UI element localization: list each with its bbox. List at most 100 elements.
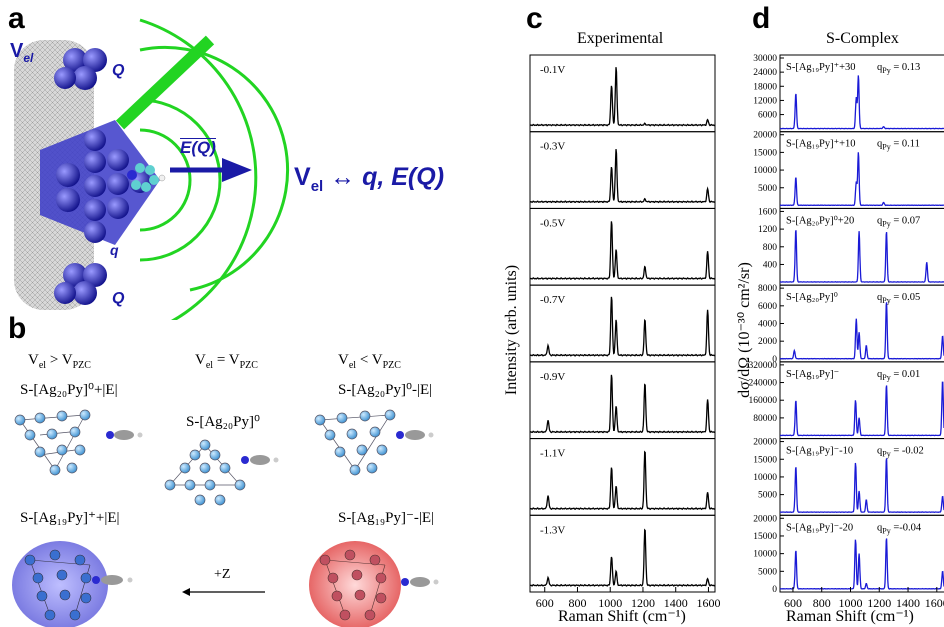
complex-spectrum-line <box>780 538 944 590</box>
complex-ytick-label: 320000 <box>749 361 778 371</box>
complex-charge-label: qPy = 0.05 <box>877 292 920 305</box>
complex-ytick-label: 12000 <box>753 96 777 106</box>
complex-ytick-label: 1200 <box>758 225 777 235</box>
complex-spectrum-line <box>780 302 944 360</box>
complex-ytick-label: 15000 <box>753 532 777 542</box>
experimental-chart: -0.1V -0.3V -0.5V -0.7V -0.9V -1.1V -1.3V 600 80… <box>529 54 720 610</box>
complex-spectrum-line <box>780 458 944 513</box>
pyridine-bl <box>92 575 133 585</box>
arrow-label: +Z <box>214 567 231 582</box>
exp-title: Experimental <box>577 30 664 47</box>
complex-ytick-label: 6000 <box>758 111 777 121</box>
complex-series-label: S-[Ag₁₉Py]⁻-10 <box>786 446 853 457</box>
exp-xtick-label: 1000 <box>598 596 622 610</box>
complex-series-label: S-[Ag₁₉Py]⁻-20 <box>786 522 853 533</box>
complex-xtick-label: 1000 <box>838 596 862 610</box>
label-mid: S-[Ag₂₀Py]⁰ <box>186 414 260 430</box>
pyridine-mid <box>241 455 279 465</box>
label-top-right: S-[Ag₂₀Py]⁰-|E| <box>338 382 433 398</box>
complex-ytick-label: 20000 <box>753 514 777 524</box>
wave-arcs <box>139 18 290 337</box>
label-bottom-right: S-[Ag₁₉Py]⁻-|E| <box>338 510 435 526</box>
exp-series-label: -1.3V <box>540 524 565 536</box>
exp-spectrum-line <box>530 528 716 587</box>
complex-charge-label: qPy = 0.01 <box>877 369 920 382</box>
complex-ytick-label: 5000 <box>758 567 777 577</box>
cluster-ag19-plus <box>12 541 108 627</box>
col2-header: Vel = VPZC <box>195 352 258 371</box>
complex-xlabel: Raman Shift (cm⁻¹) <box>786 608 914 625</box>
exp-series-label: -0.5V <box>540 217 565 229</box>
complex-ytick-label: 8000 <box>758 284 777 294</box>
complex-ytick-label: 24000 <box>753 68 777 78</box>
efield-arrow <box>170 158 252 182</box>
q-bottom-label: Q <box>112 290 125 307</box>
exp-series-label: -0.3V <box>540 141 565 153</box>
complex-ytick-label: 1600 <box>758 207 777 217</box>
pyridine-br <box>401 577 439 587</box>
pyridine-tl <box>106 430 143 440</box>
complex-ytick-label: 15000 <box>753 148 777 158</box>
complex-ytick-label: 6000 <box>758 302 777 312</box>
complex-ytick-label: 80000 <box>753 414 777 424</box>
complex-xtick-label: 1400 <box>896 596 920 610</box>
complex-ytick-label: 20000 <box>753 438 777 448</box>
pyridine-tr <box>396 430 434 440</box>
complex-ytick-label: 30000 <box>753 54 777 64</box>
complex-spectrum-line <box>780 75 944 130</box>
cluster-ag20-minus <box>314 409 396 476</box>
col3-header: Vel < VPZC <box>338 352 401 371</box>
complex-ytick-label: 20000 <box>753 131 777 141</box>
complex-xtick-label: 600 <box>784 596 802 610</box>
label-bottom-left: S-[Ag₁₉Py]⁺+|E| <box>20 510 120 526</box>
relation-label: Vel ↔ q, E(Q) <box>294 163 445 195</box>
cluster-q-bottom <box>54 263 107 305</box>
exp-xtick-label: 1400 <box>664 596 688 610</box>
complex-title: S-Complex <box>826 30 899 47</box>
complex-ytick-label: 10000 <box>753 473 777 483</box>
cluster-ag20-neutral <box>164 439 246 506</box>
exp-xtick-label: 600 <box>536 596 554 610</box>
vel-label: Vel <box>10 40 34 65</box>
complex-ytick-label: 5000 <box>758 184 777 194</box>
panel-a-illustration <box>14 18 290 337</box>
exp-spectrum-line <box>530 296 716 357</box>
complex-ytick-label: 5000 <box>758 491 777 501</box>
q-small-label: q <box>110 242 119 258</box>
complex-ytick-label: 240000 <box>749 379 778 389</box>
exp-spectrum-line <box>530 221 716 280</box>
panel-b: Vel > VPZC Vel = VPZC Vel < VPZC S-[Ag₂₀… <box>0 320 500 627</box>
exp-panel-frame <box>529 514 716 593</box>
exp-spectrum-line <box>530 450 716 511</box>
q-top-label: Q <box>112 62 125 79</box>
complex-charge-label: qPy = 0.07 <box>877 215 920 228</box>
panel-label-b: b <box>8 312 27 345</box>
complex-ytick-label: 2000 <box>758 337 777 347</box>
panel-a: Vel Q Q q E(Q) Vel ↔ q, E(Q) <box>0 0 500 337</box>
cluster-ag20-plus <box>14 409 91 476</box>
exp-xtick-label: 800 <box>568 596 586 610</box>
exp-series-label: -0.9V <box>540 371 565 383</box>
complex-charge-label: qPy = -0.02 <box>877 446 924 459</box>
complex-ytick-label: 0 <box>772 585 777 595</box>
complex-spectrum-line <box>780 230 944 283</box>
cluster-ag19-minus <box>309 541 401 627</box>
complex-spectrum-line <box>780 381 944 437</box>
exp-xtick-label: 1600 <box>696 596 720 610</box>
complex-xtick-label: 1200 <box>867 596 891 610</box>
efield-label: E(Q) <box>180 138 216 157</box>
complex-ytick-label: 10000 <box>753 550 777 560</box>
exp-series-label: -0.7V <box>540 294 565 306</box>
exp-xlabel: Raman Shift (cm⁻¹) <box>558 608 686 625</box>
col1-header: Vel > VPZC <box>28 352 91 371</box>
complex-ytick-label: 18000 <box>753 82 777 92</box>
exp-spectrum-line <box>529 149 716 204</box>
label-top-left: S-[Ag₂₀Py]⁰+|E| <box>20 382 118 398</box>
complex-ytick-label: 0 <box>772 355 777 365</box>
exp-series-label: -0.1V <box>540 64 565 76</box>
panel-b-illustration <box>12 409 439 627</box>
exp-spectrum-line <box>529 67 716 127</box>
complex-xtick-label: 800 <box>813 596 831 610</box>
laser-beam <box>115 35 215 130</box>
panel-label-a: a <box>8 2 25 35</box>
